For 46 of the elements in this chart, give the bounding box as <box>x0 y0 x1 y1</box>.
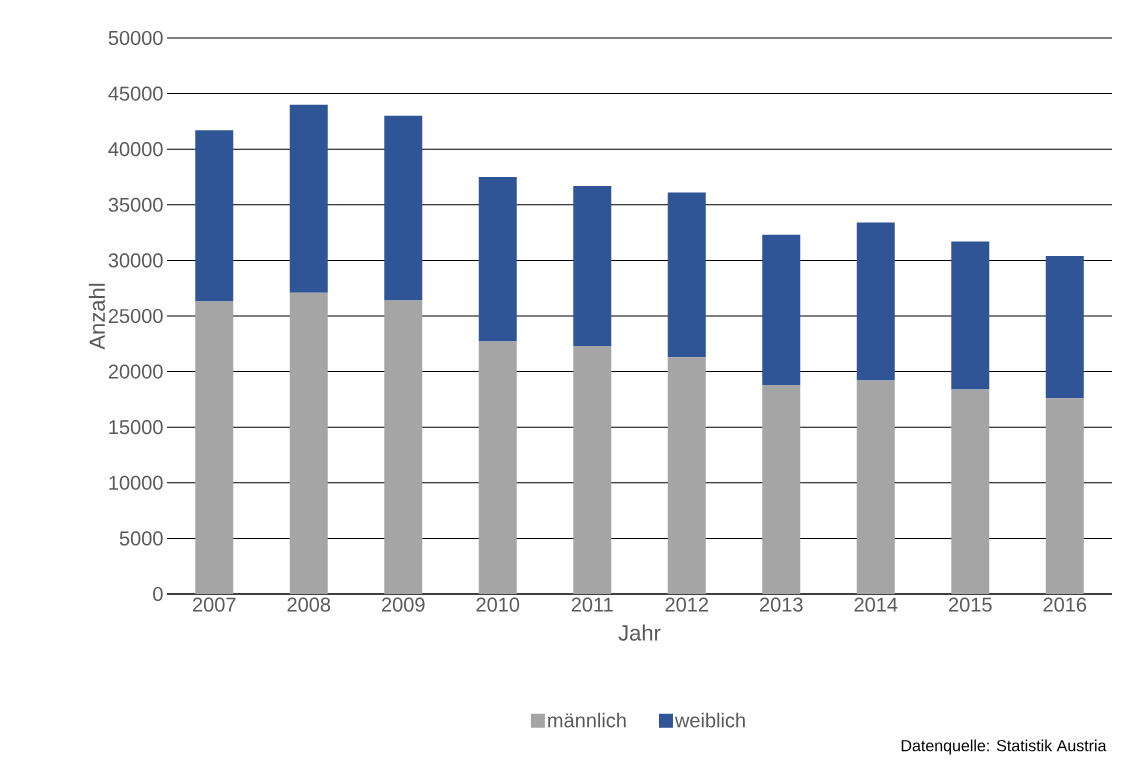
bar <box>384 115 423 301</box>
x-tick-label: 2012 <box>665 597 708 612</box>
x-tick-label: 2008 <box>287 597 331 612</box>
y-tick-label: 10000 <box>109 475 163 490</box>
bar <box>478 341 517 594</box>
bar <box>1045 398 1084 594</box>
y-tick-label: 0 <box>153 586 163 602</box>
x-tick-label: 2007 <box>193 597 236 612</box>
x-axis-title: Jahr <box>618 624 661 641</box>
bar <box>951 389 990 594</box>
x-tick-label: 2011 <box>571 597 613 612</box>
x-tick-label: 2013 <box>760 597 803 612</box>
bar <box>762 384 801 594</box>
y-tick-label: 25000 <box>108 308 163 324</box>
text: Datenquelle: Statistik Austria <box>901 739 1107 755</box>
y-tick-label: 20000 <box>108 364 163 379</box>
y-axis-title: Anzahl <box>88 283 105 350</box>
bar <box>195 130 234 302</box>
x-tick-label: 2015 <box>949 597 992 612</box>
x-tick-label: 2016 <box>1043 597 1087 612</box>
bar <box>573 185 612 347</box>
legend-label: weiblich <box>674 712 745 728</box>
y-tick-label: 40000 <box>108 142 163 157</box>
bar <box>1045 255 1084 399</box>
bar <box>856 222 895 381</box>
x-tick-label: 2009 <box>382 597 425 612</box>
y-tick-label: 35000 <box>108 197 163 212</box>
bar <box>573 346 612 594</box>
bar <box>667 192 706 358</box>
bar <box>951 241 990 390</box>
bar <box>384 300 423 594</box>
x-tick-label: 2014 <box>854 597 898 612</box>
bar <box>856 380 895 594</box>
bar <box>478 176 517 342</box>
y-tick-label: 15000 <box>109 420 163 435</box>
legend-label: männlich <box>548 712 626 728</box>
bar <box>289 292 328 594</box>
y-tick-label: 45000 <box>108 86 163 101</box>
y-tick-label: 5000 <box>119 531 163 546</box>
y-tick-label: 50000 <box>108 30 163 46</box>
bar <box>762 234 801 385</box>
bar <box>195 301 234 594</box>
bar <box>289 104 328 293</box>
y-tick-label: 30000 <box>108 253 163 268</box>
x-tick-label: 2010 <box>476 597 520 612</box>
bar <box>667 357 706 594</box>
